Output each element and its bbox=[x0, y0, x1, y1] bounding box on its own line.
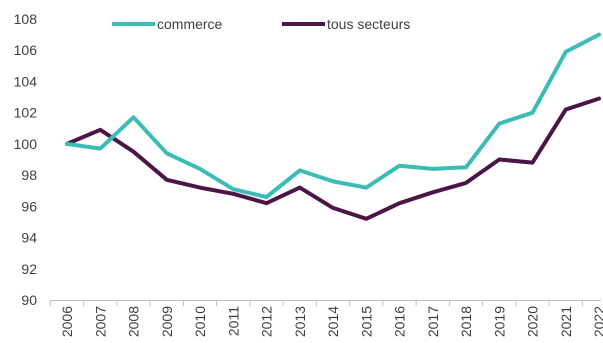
x-tick-label: 2015 bbox=[358, 306, 374, 337]
y-tick-label: 106 bbox=[14, 42, 38, 58]
series-layer bbox=[65, 32, 601, 221]
x-tick-label: 2014 bbox=[325, 306, 341, 337]
x-tick-label: 2022 bbox=[591, 306, 603, 337]
x-tick-label: 2006 bbox=[59, 306, 75, 337]
series-line-1 bbox=[65, 96, 601, 221]
y-tick-label: 100 bbox=[14, 136, 38, 152]
x-tick-label: 2008 bbox=[126, 306, 142, 337]
x-tick-label: 2016 bbox=[392, 306, 408, 337]
y-tick-label: 102 bbox=[14, 105, 38, 121]
x-tick-label: 2010 bbox=[192, 306, 208, 337]
x-tick-label: 2021 bbox=[558, 306, 574, 337]
legend: commerce tous secteurs bbox=[112, 16, 410, 32]
x-axis: 2006 2007 2008 2009 2010 2011 2012 2013 2014 2015… bbox=[49, 300, 603, 337]
y-axis: 90 92 94 96 98 100 102 104 106 108 bbox=[14, 11, 38, 308]
x-tick-label: 2019 bbox=[491, 306, 507, 337]
x-tick-label: 2012 bbox=[259, 306, 275, 337]
y-tick-label: 108 bbox=[14, 11, 38, 27]
y-tick-label: 98 bbox=[21, 167, 37, 183]
x-tick-label: 2011 bbox=[225, 306, 241, 336]
x-tick-label: 2017 bbox=[425, 306, 441, 337]
x-tick-label: 2013 bbox=[292, 306, 308, 337]
y-tick-label: 96 bbox=[21, 198, 37, 214]
x-tick-label: 2018 bbox=[458, 306, 474, 337]
x-tick-label: 2009 bbox=[159, 306, 175, 337]
series-line-0 bbox=[65, 32, 601, 199]
x-tick-label: 2020 bbox=[525, 306, 541, 337]
y-tick-label: 92 bbox=[21, 261, 37, 277]
legend-label: commerce bbox=[157, 16, 223, 32]
y-tick-label: 104 bbox=[14, 73, 38, 89]
x-tick-label: 2007 bbox=[92, 306, 108, 337]
y-tick-label: 90 bbox=[21, 292, 37, 308]
legend-label: tous secteurs bbox=[327, 16, 410, 32]
y-tick-label: 94 bbox=[21, 230, 37, 246]
